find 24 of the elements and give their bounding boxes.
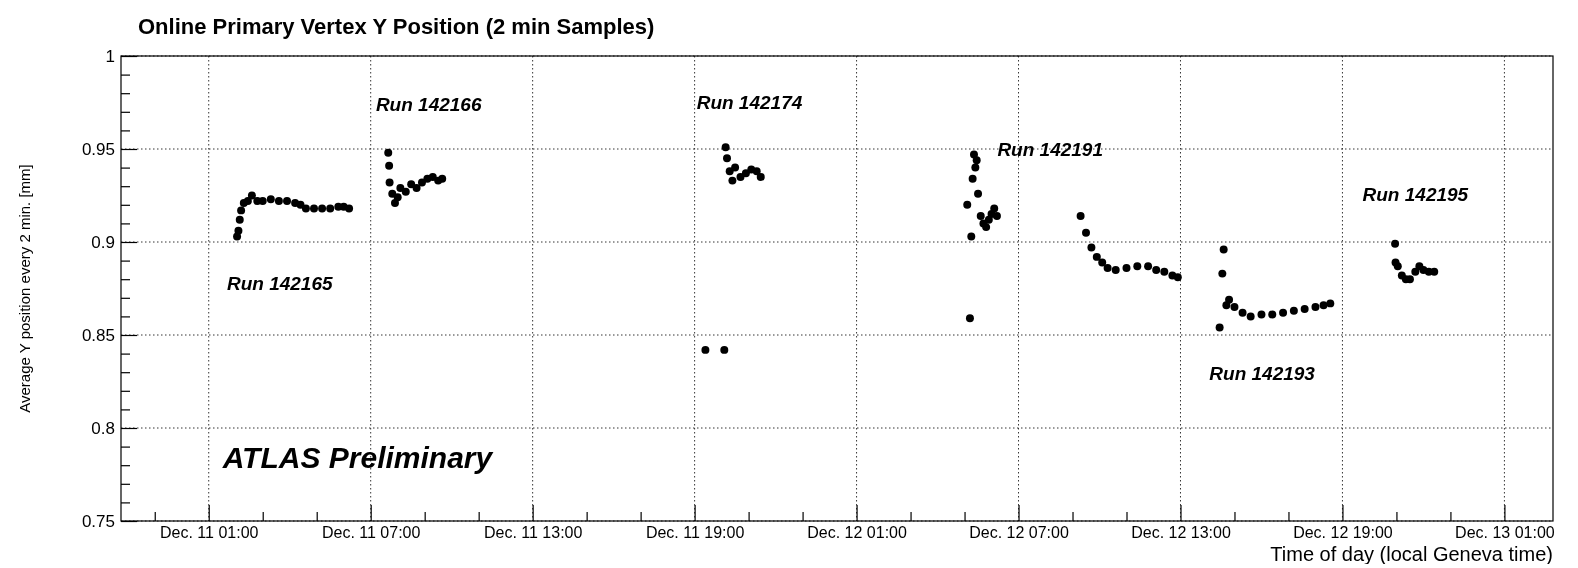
y-tick-label: 0.85 (81, 325, 115, 345)
y-tick-label: 0.8 (91, 418, 115, 438)
x-tick-label: Dec. 11 07:00 (321, 524, 421, 542)
x-tick-label: Dec. 12 07:00 (969, 524, 1069, 542)
x-tick-label: Dec. 13 01:00 (1455, 524, 1555, 542)
annotation: Run 142165 (226, 272, 334, 294)
annotation: Run 142191 (997, 138, 1104, 160)
y-tick-label: 1 (105, 46, 115, 66)
annotation: Run 142193 (1209, 363, 1316, 385)
y-tick-label: 0.75 (81, 511, 115, 531)
annotation: Run 142174 (696, 92, 803, 114)
x-tick-label: Dec. 12 01:00 (807, 524, 907, 542)
chart-title: Online Primary Vertex Y Position (2 min Samples) (138, 14, 655, 39)
y-axis-title: Average Y position every 2 min. [mm] (16, 164, 33, 413)
x-tick-label: Dec. 11 01:00 (160, 524, 259, 542)
x-tick-label: Dec. 12 13:00 (1131, 524, 1231, 542)
annotation: ATLAS Preliminary (221, 440, 494, 474)
y-tick-label: 0.9 (91, 232, 115, 252)
y-tick-label: 0.95 (81, 139, 115, 159)
x-tick-label: Dec. 11 13:00 (483, 524, 583, 542)
annotation: Run 142195 (1362, 183, 1469, 205)
x-tick-label: Dec. 11 19:00 (645, 524, 745, 542)
x-tick-label: Dec. 12 19:00 (1293, 524, 1393, 542)
annotation: Run 142166 (375, 94, 482, 116)
